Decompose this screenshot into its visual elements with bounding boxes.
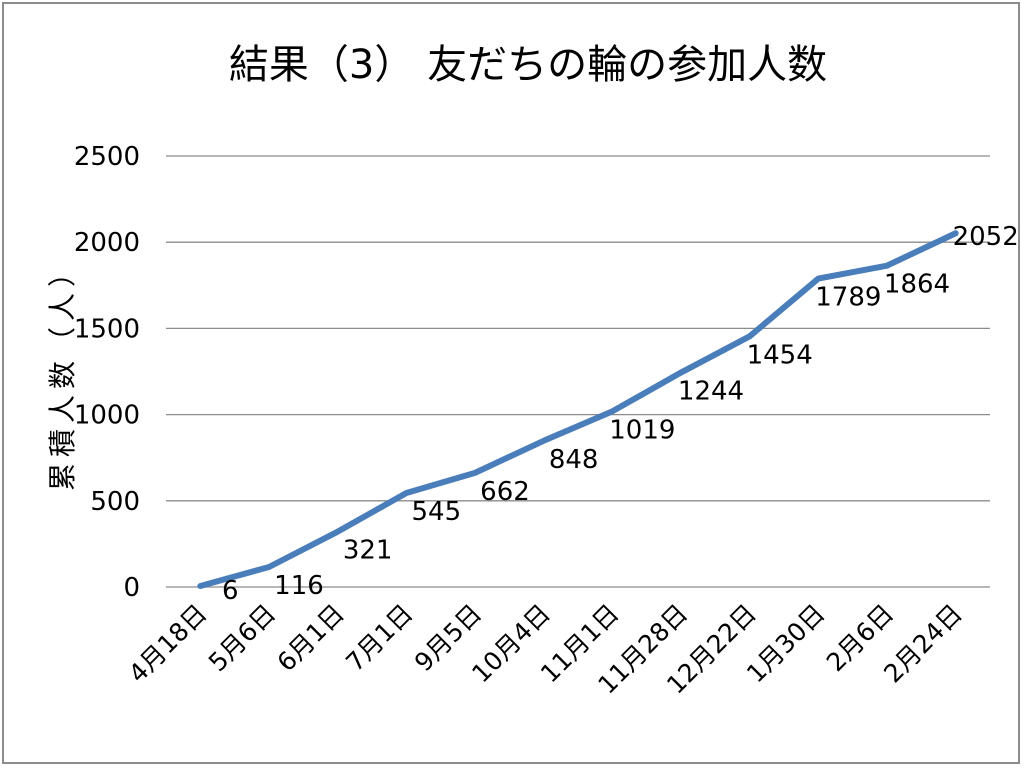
y-tick-label: 1000 [74,401,140,431]
y-tick-label: 500 [90,487,140,517]
x-tick-label: 6月1日 [272,599,350,677]
y-tick-label: 2500 [74,142,140,172]
y-tick-label: 2000 [74,228,140,258]
y-axis-label: 累積人数（人） [46,253,79,491]
gridlines [166,155,990,588]
data-label: 848 [549,445,599,475]
series-layer [197,230,959,589]
x-tick-label: 5月6日 [203,599,281,677]
series-line [197,230,959,589]
data-label: 1789 [815,283,881,313]
data-label: 1019 [609,415,675,445]
data-label: 116 [274,571,324,601]
data-label: 545 [412,497,462,527]
data-label: 2052 [953,222,1019,252]
y-tick-label: 0 [123,573,140,603]
data-label: 6 [222,576,239,606]
x-tick-label: 7月1日 [340,599,418,677]
y-tick-label: 1500 [74,314,140,344]
x-axis-ticks: 4月18日5月6日6月1日7月1日9月5日10月4日11月1日11月28日12月… [123,599,968,700]
data-label: 1244 [678,377,744,407]
data-label: 321 [343,536,393,566]
chart-title: 結果（3） 友だちの輪の参加人数 [229,42,827,88]
x-tick-label: 4月18日 [123,599,213,689]
data-label: 662 [480,477,530,507]
y-axis-ticks: 0 500 1000 1500 2000 2500 [74,142,140,603]
data-label: 1454 [747,340,813,370]
data-label: 1864 [884,270,950,300]
